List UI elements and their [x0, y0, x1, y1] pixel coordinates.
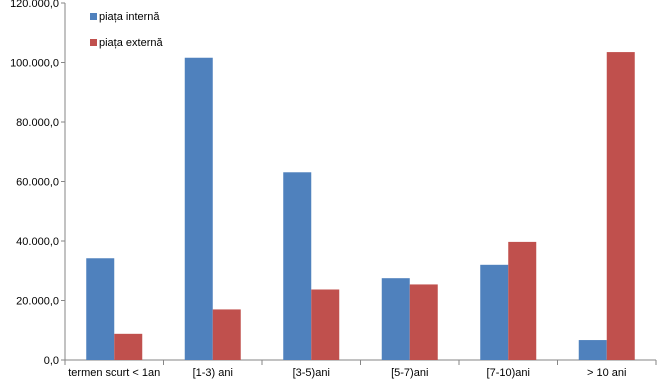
- legend-label: piața externă: [99, 37, 163, 49]
- legend-label: piața internă: [99, 11, 160, 23]
- x-category-label: [7-10)ani: [487, 367, 530, 379]
- bar-piata-interna: [283, 172, 312, 360]
- bar-piata-interna: [480, 264, 509, 360]
- y-tick-label: 0,0: [44, 355, 59, 367]
- legend-swatch: [90, 13, 97, 20]
- bars: [86, 52, 635, 361]
- y-tick-label: 60.000,0: [16, 177, 59, 189]
- bar-piata-externa: [311, 289, 340, 360]
- bar-piata-externa: [409, 284, 438, 360]
- bar-piata-interna: [184, 57, 213, 361]
- legend-swatch: [90, 39, 97, 46]
- bar-piata-externa: [508, 241, 537, 360]
- y-tick-label: 100.000,0: [10, 58, 59, 70]
- y-tick-label: 120.000,0: [10, 0, 59, 10]
- x-category-label: [1-3) ani: [193, 367, 233, 379]
- bar-piata-interna: [578, 340, 607, 360]
- x-category-label: [5-7)ani: [391, 367, 428, 379]
- bar-piata-interna: [86, 258, 115, 360]
- x-category-label: termen scurt < 1an: [68, 367, 160, 379]
- y-tick-label: 20.000,0: [16, 296, 59, 308]
- bar-piata-externa: [114, 333, 143, 360]
- x-category-label: > 10 ani: [587, 367, 626, 379]
- y-tick-label: 80.000,0: [16, 117, 59, 129]
- y-tick-label: 40.000,0: [16, 236, 59, 248]
- legend: piața internă piața externă: [90, 11, 163, 49]
- x-axis: termen scurt < 1an [1-3) ani [3-5)ani [5-7)…: [64, 359, 657, 379]
- x-category-label: [3-5)ani: [293, 367, 330, 379]
- bar-piata-interna: [381, 278, 410, 360]
- bar-piata-externa: [212, 309, 241, 360]
- bar-piata-externa: [606, 52, 635, 361]
- y-axis: 0,0 20.000,0 40.000,0 60.000,0 80.000,0 100.0…: [10, 0, 66, 367]
